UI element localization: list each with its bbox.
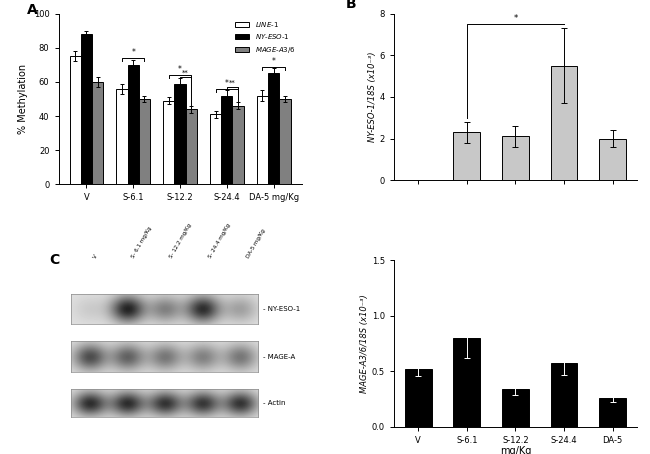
Bar [454,338,480,427]
Text: A: A [27,3,38,17]
Bar [163,101,174,184]
Bar [233,106,244,184]
Bar [257,95,268,184]
Text: S- 12.2 mg/Kg: S- 12.2 mg/Kg [169,223,193,259]
Bar [92,82,103,184]
Y-axis label: NY-ESO-1/18S (x10⁻³): NY-ESO-1/18S (x10⁻³) [368,52,377,142]
Text: B: B [345,0,356,11]
Text: - MAGE-A: - MAGE-A [263,354,295,360]
Bar [502,137,529,180]
Bar [221,95,233,184]
Text: - NY-ESO-1: - NY-ESO-1 [263,306,300,312]
Bar [599,398,626,427]
Text: C: C [49,252,59,266]
Bar [405,369,432,427]
Bar [139,99,150,184]
Bar [186,109,197,184]
Text: *: * [514,14,517,23]
Text: S- 6.1 mg/Kg: S- 6.1 mg/Kg [131,226,153,259]
Bar [551,364,577,427]
Text: *: * [131,48,135,57]
Bar [268,74,280,184]
Bar [127,65,139,184]
Bar [81,34,92,184]
Text: *: * [178,65,182,74]
Bar [454,132,480,180]
Text: V: V [92,254,99,259]
Text: DA-5 mg/Kg: DA-5 mg/Kg [246,228,266,259]
Text: S- 24.4 mg/Kg: S- 24.4 mg/Kg [207,223,231,259]
Text: **: ** [182,70,189,76]
Bar [599,138,626,180]
X-axis label: mg/Kg: mg/Kg [500,446,531,454]
Y-axis label: % Methylation: % Methylation [18,64,28,134]
Bar [70,56,81,184]
Bar [174,84,186,184]
Bar [116,89,127,184]
Bar [210,114,221,184]
Bar [280,99,291,184]
Text: *: * [272,57,276,66]
Text: *: * [225,79,229,88]
Bar [502,389,529,427]
Legend: $LINE$-$1$, $NY$-$ESO$-$1$, $MAGE$-$A3/6$: $LINE$-$1$, $NY$-$ESO$-$1$, $MAGE$-$A3/6… [232,17,298,58]
Text: - Actin: - Actin [263,400,285,406]
Y-axis label: MAGE-A3/6/18S (x10⁻³): MAGE-A3/6/18S (x10⁻³) [360,294,369,393]
Text: **: ** [229,80,236,86]
Bar [551,66,577,180]
